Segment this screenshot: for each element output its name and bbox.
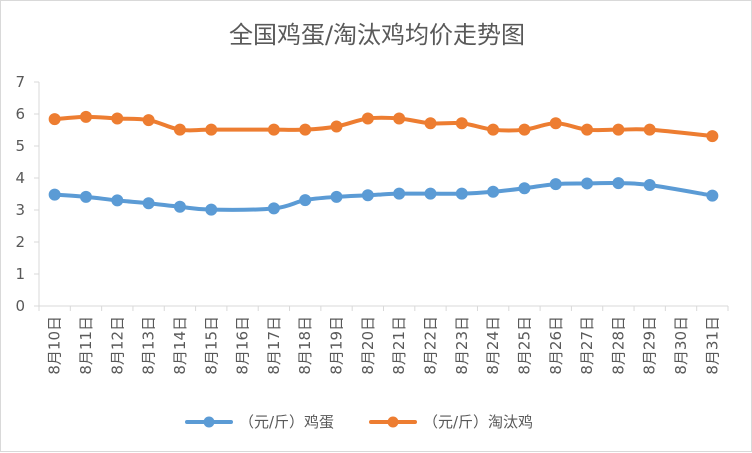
data-point: [142, 197, 155, 210]
y-tick-label: 6: [15, 105, 25, 123]
series-layer: [48, 110, 719, 216]
data-point: [612, 123, 625, 136]
data-point: [267, 202, 280, 215]
x-tick-label: 8月31日: [703, 316, 721, 375]
data-point: [487, 185, 500, 198]
x-tick-label: 8月15日: [202, 316, 220, 375]
y-tick-label: 0: [15, 297, 25, 315]
x-tick-label: 8月17日: [265, 316, 283, 375]
data-point: [79, 110, 92, 123]
data-point: [455, 117, 468, 130]
data-point: [518, 182, 531, 195]
x-tick-label: 8月29日: [641, 316, 659, 375]
data-point: [706, 189, 719, 202]
legend-label: （元/斤）淘汰鸡: [423, 413, 533, 431]
data-point: [48, 188, 61, 201]
x-tick-label: 8月18日: [296, 316, 314, 375]
legend-item: （元/斤）淘汰鸡: [369, 413, 533, 431]
data-point: [455, 187, 468, 200]
x-tick-label: 8月13日: [140, 316, 158, 375]
data-point: [173, 200, 186, 213]
data-point: [393, 187, 406, 200]
x-tick-label: 8月16日: [234, 316, 252, 375]
x-tick-label: 8月30日: [672, 316, 690, 375]
data-point: [330, 190, 343, 203]
x-tick-label: 8月12日: [108, 316, 126, 375]
series-1: [48, 110, 719, 143]
data-point: [549, 117, 562, 130]
data-point: [612, 177, 625, 190]
x-tick-label: 8月27日: [578, 316, 596, 375]
data-point: [581, 123, 594, 136]
legend-label: （元/斤）鸡蛋: [239, 413, 334, 431]
x-tick-label: 8月26日: [547, 316, 565, 375]
legend-marker: [203, 416, 215, 428]
series-0: [48, 177, 719, 216]
data-point: [424, 117, 437, 130]
y-tick-label: 1: [15, 265, 25, 283]
chart-title: 全国鸡蛋/淘汰鸡均价走势图: [229, 21, 525, 49]
x-tick-label: 8月22日: [421, 316, 439, 375]
x-axis: 8月10日 8月11日 8月12日 8月13日 8月14日 8月15日 8月16日 8月17日…: [38, 305, 729, 375]
x-tick-label: 8月21日: [390, 316, 408, 375]
x-tick-label: 8月23日: [453, 316, 471, 375]
data-point: [48, 113, 61, 126]
x-tick-label: 8月28日: [609, 316, 627, 375]
data-point: [361, 112, 374, 125]
data-point: [111, 112, 124, 125]
data-point: [142, 114, 155, 127]
data-point: [173, 123, 186, 136]
legend: （元/斤）鸡蛋 （元/斤）淘汰鸡: [185, 413, 533, 431]
y-tick-label: 4: [15, 169, 25, 187]
data-point: [361, 189, 374, 202]
data-point: [518, 123, 531, 136]
x-tick-label: 8月10日: [46, 316, 64, 375]
data-point: [111, 194, 124, 207]
data-point: [267, 123, 280, 136]
data-point: [299, 194, 312, 207]
data-point: [299, 123, 312, 136]
data-point: [706, 130, 719, 143]
x-tick-label: 8月24日: [484, 316, 502, 375]
x-tick-label: 8月14日: [171, 316, 189, 375]
x-tick-label: 8月19日: [328, 316, 346, 375]
data-point: [643, 179, 656, 192]
data-point: [205, 123, 218, 136]
data-point: [393, 112, 406, 125]
data-point: [581, 177, 594, 190]
legend-marker: [387, 416, 399, 428]
data-point: [487, 123, 500, 136]
data-point: [424, 187, 437, 200]
x-tick-label: 8月11日: [77, 316, 95, 375]
y-tick-label: 5: [15, 137, 25, 155]
x-tick-label: 8月20日: [359, 316, 377, 375]
legend-item: （元/斤）鸡蛋: [185, 413, 334, 431]
y-tick-label: 2: [15, 233, 25, 251]
data-point: [549, 178, 562, 191]
data-point: [79, 190, 92, 203]
data-point: [205, 203, 218, 216]
data-point: [330, 120, 343, 133]
y-tick-label: 7: [15, 73, 25, 91]
y-axis: 0 1 2 3 4 5 6 7: [15, 73, 40, 315]
y-tick-label: 3: [15, 201, 25, 219]
data-point: [643, 123, 656, 136]
x-tick-label: 8月25日: [515, 316, 533, 375]
